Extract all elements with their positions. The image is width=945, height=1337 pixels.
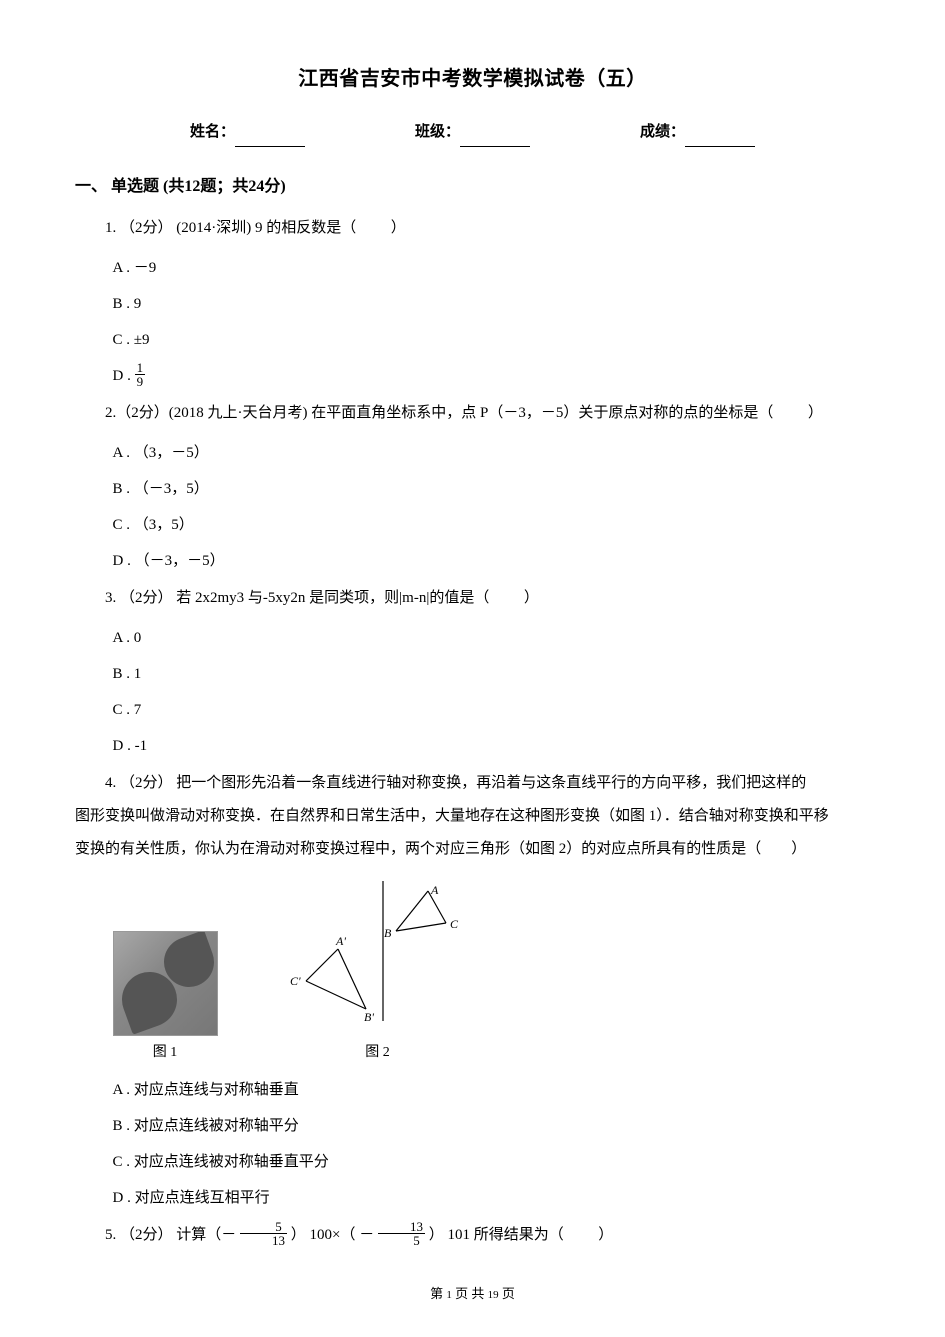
q4-option-a: A . 对应点连线与对称轴垂直 xyxy=(113,1075,871,1105)
figure-1-label: 图 1 xyxy=(113,1040,218,1067)
section-header: 一、 单选题 (共12题；共24分) xyxy=(75,172,870,202)
page-title: 江西省吉安市中考数学模拟试卷（五） xyxy=(75,60,870,98)
q5-stem: 5. （2分） 计算（－ 513 ） 100×（ － 135 ） 101 所得结… xyxy=(75,1219,870,1252)
q2-option-d: D . （－3，－5） xyxy=(113,546,871,576)
svg-text:A: A xyxy=(430,883,439,897)
page-footer: 第 1 页 共 19 页 xyxy=(75,1282,870,1307)
q1-stem: 1. （2分） (2014·深圳) 9 的相反数是（ ） xyxy=(75,212,870,245)
svg-text:C': C' xyxy=(290,974,301,988)
svg-text:A': A' xyxy=(335,934,346,948)
leaves-image xyxy=(113,931,218,1036)
q1-option-c: C . ±9 xyxy=(113,325,871,355)
fraction-icon: 135 xyxy=(378,1220,425,1247)
figure-2: A B C A' B' C' 图 2 xyxy=(278,881,478,1067)
q1-option-b: B . 9 xyxy=(113,289,871,319)
figure-2-label: 图 2 xyxy=(278,1040,478,1067)
svg-text:C: C xyxy=(450,917,459,931)
q2-option-a: A . （3，－5） xyxy=(113,438,871,468)
q4-option-c: C . 对应点连线被对称轴垂直平分 xyxy=(113,1147,871,1177)
score-field: 成绩： xyxy=(640,118,755,147)
triangles-diagram: A B C A' B' C' xyxy=(278,881,478,1026)
svg-text:B': B' xyxy=(364,1010,374,1024)
fraction-icon: 513 xyxy=(240,1220,287,1247)
class-field: 班级： xyxy=(415,118,530,147)
q3-option-d: D . -1 xyxy=(113,731,871,761)
fields-row: 姓名： 班级： 成绩： xyxy=(75,118,870,147)
q3-option-c: C . 7 xyxy=(113,695,871,725)
q2-stem: 2.（2分）(2018 九上·天台月考) 在平面直角坐标系中，点 P（－3，－5… xyxy=(75,397,870,430)
q2-option-c: C . （3，5） xyxy=(113,510,871,540)
svg-text:B: B xyxy=(384,926,392,940)
q4-option-d: D . 对应点连线互相平行 xyxy=(113,1183,871,1213)
q1-option-d: D . 19 xyxy=(113,361,871,391)
figure-1: 图 1 xyxy=(113,931,218,1067)
q3-option-b: B . 1 xyxy=(113,659,871,689)
name-field: 姓名： xyxy=(190,118,305,147)
q2-option-b: B . （－3，5） xyxy=(113,474,871,504)
q4-option-b: B . 对应点连线被对称轴平分 xyxy=(113,1111,871,1141)
q3-stem: 3. （2分） 若 2x2my3 与-5xy2n 是同类项，则|m-n|的值是（… xyxy=(75,582,870,615)
q4-stem: 4. （2分） 把一个图形先沿着一条直线进行轴对称变换，再沿着与这条直线平行的方… xyxy=(75,767,870,866)
q4-figures: 图 1 A B C A' B' C' 图 2 xyxy=(113,881,871,1067)
q3-option-a: A . 0 xyxy=(113,623,871,653)
fraction-icon: 19 xyxy=(135,361,146,388)
q1-option-a: A . －9 xyxy=(113,253,871,283)
